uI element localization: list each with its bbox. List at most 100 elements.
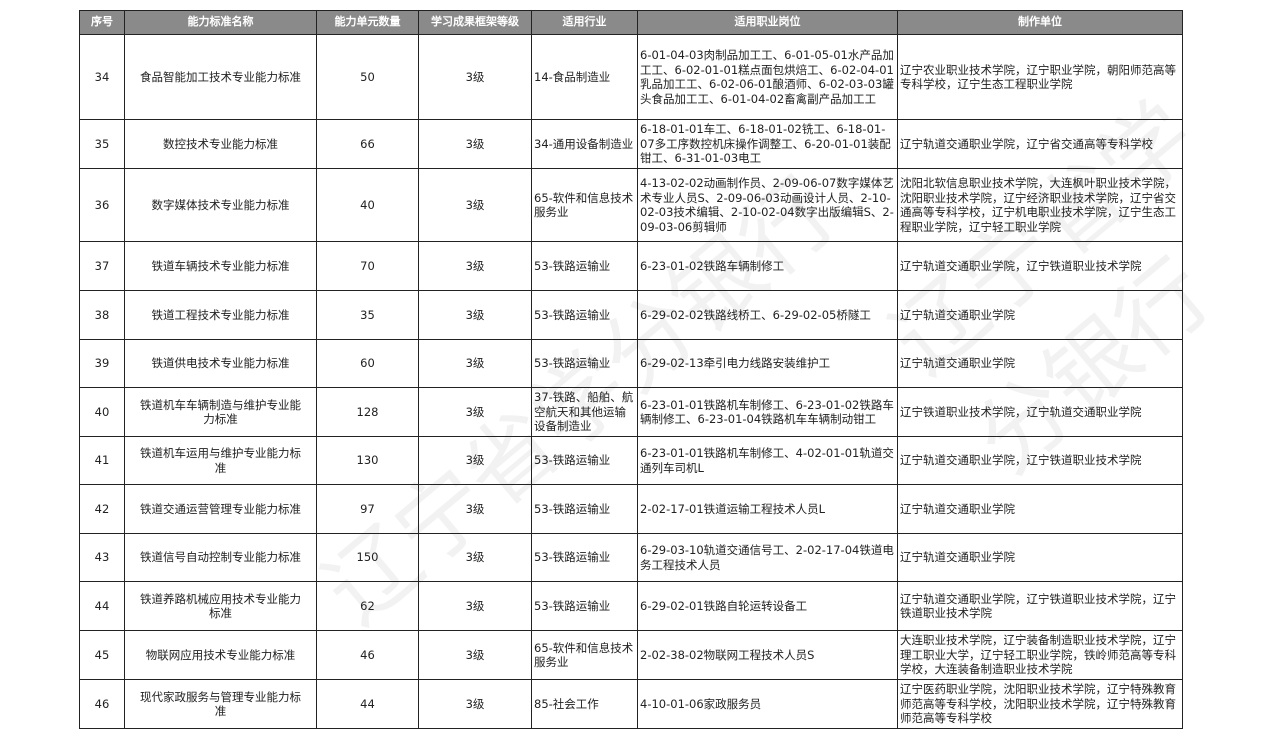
table-row: 45 物联网应用技术专业能力标准 46 3级 65-软件和信息技术服务业 2-02-38-… [79, 630, 1183, 680]
table-row: 44 铁道养路机械应用技术专业能力标准 62 3级 53-铁路运输业 6-29-02-01… [79, 581, 1183, 631]
table-row: 34 食品智能加工技术专业能力标准 50 3级 14-食品制造业 6-01-04-03肉制… [79, 34, 1183, 120]
cell-jobs: 2-02-38-02物联网工程技术人员S [637, 630, 898, 680]
cell-level: 3级 [418, 533, 532, 582]
cell-jobs: 6-23-01-01铁路机车制修工、4-02-01-01轨道交通列车司机L [637, 436, 898, 485]
cell-name: 铁道供电技术专业能力标准 [124, 339, 317, 388]
cell-org: 辽宁轨道交通职业学院，辽宁铁道职业技术学院 [897, 436, 1183, 485]
cell-units: 66 [316, 119, 419, 169]
cell-org: 辽宁轨道交通职业学院，辽宁铁道职业技术学院，辽宁铁道职业技术学院 [897, 581, 1183, 631]
table-row: 35 数控技术专业能力标准 66 3级 34-通用设备制造业 6-18-01-01车工、6… [79, 119, 1183, 169]
table-row: 42 铁道交通运营管理专业能力标准 97 3级 53-铁路运输业 2-02-17-01铁道… [79, 484, 1183, 534]
cell-org: 辽宁轨道交通职业学院 [897, 533, 1183, 582]
cell-no: 36 [79, 168, 125, 242]
cell-industry: 53-铁路运输业 [531, 339, 638, 388]
cell-org: 辽宁农业职业技术学院，辽宁职业学院，朝阳师范高等专科学校，辽宁生态工程职业学院 [897, 34, 1183, 120]
cell-org: 辽宁轨道交通职业学院，辽宁省交通高等专科学校 [897, 119, 1183, 169]
cell-industry: 37-铁路、船舶、航空航天和其他运输设备制造业 [531, 387, 638, 437]
cell-no: 34 [79, 34, 125, 120]
cell-no: 41 [79, 436, 125, 485]
cell-industry: 53-铁路运输业 [531, 436, 638, 485]
cell-org: 辽宁医药职业学院，沈阳职业技术学院，辽宁特殊教育师范高等专科学校，沈阳职业技术学… [897, 679, 1183, 729]
cell-level: 3级 [418, 34, 532, 120]
cell-name: 铁道车辆技术专业能力标准 [124, 241, 317, 291]
cell-level: 3级 [418, 339, 532, 388]
header-units: 能力单元数量 [316, 10, 419, 35]
cell-no: 40 [79, 387, 125, 437]
cell-no: 35 [79, 119, 125, 169]
cell-jobs: 6-29-02-13牵引电力线路安装维护工 [637, 339, 898, 388]
cell-industry: 53-铁路运输业 [531, 581, 638, 631]
cell-no: 44 [79, 581, 125, 631]
cell-level: 3级 [418, 241, 532, 291]
standards-table: 序号 能力标准名称 能力单元数量 学习成果框架等级 适用行业 适用职业岗位 制作… [79, 10, 1183, 729]
header-no: 序号 [79, 10, 125, 35]
cell-level: 3级 [418, 484, 532, 534]
table-row: 37 铁道车辆技术专业能力标准 70 3级 53-铁路运输业 6-23-01-02铁路车辆… [79, 241, 1183, 291]
cell-industry: 14-食品制造业 [531, 34, 638, 120]
cell-org: 辽宁轨道交通职业学院，辽宁铁道职业技术学院 [897, 241, 1183, 291]
cell-units: 60 [316, 339, 419, 388]
cell-no: 45 [79, 630, 125, 680]
cell-industry: 34-通用设备制造业 [531, 119, 638, 169]
table-header-row: 序号 能力标准名称 能力单元数量 学习成果框架等级 适用行业 适用职业岗位 制作… [79, 10, 1183, 35]
table-row: 43 铁道信号自动控制专业能力标准 150 3级 53-铁路运输业 6-29-03-10轨… [79, 533, 1183, 582]
cell-name: 铁道机车车辆制造与维护专业能力标准 [124, 387, 317, 437]
cell-units: 128 [316, 387, 419, 437]
cell-name: 铁道机车运用与维护专业能力标准 [124, 436, 317, 485]
cell-industry: 53-铁路运输业 [531, 241, 638, 291]
cell-name: 数控技术专业能力标准 [124, 119, 317, 169]
cell-jobs: 6-29-02-02铁路线桥工、6-29-02-05桥隧工 [637, 290, 898, 340]
cell-units: 62 [316, 581, 419, 631]
cell-industry: 65-软件和信息技术服务业 [531, 630, 638, 680]
cell-no: 38 [79, 290, 125, 340]
cell-level: 3级 [418, 581, 532, 631]
table-row: 39 铁道供电技术专业能力标准 60 3级 53-铁路运输业 6-29-02-13牵引电力… [79, 339, 1183, 388]
table-row: 41 铁道机车运用与维护专业能力标准 130 3级 53-铁路运输业 6-23-01-01… [79, 436, 1183, 485]
cell-units: 97 [316, 484, 419, 534]
cell-units: 35 [316, 290, 419, 340]
header-jobs: 适用职业岗位 [637, 10, 898, 35]
cell-jobs: 4-13-02-02动画制作员、2-09-06-07数字媒体艺术专业人员S、2-… [637, 168, 898, 242]
cell-no: 39 [79, 339, 125, 388]
cell-org: 辽宁轨道交通职业学院 [897, 290, 1183, 340]
cell-jobs: 2-02-17-01铁道运输工程技术人员L [637, 484, 898, 534]
cell-org: 辽宁轨道交通职业学院 [897, 484, 1183, 534]
table-row: 46 现代家政服务与管理专业能力标准 44 3级 85-社会工作 4-10-01-06家政… [79, 679, 1183, 729]
cell-units: 40 [316, 168, 419, 242]
cell-jobs: 6-23-01-01铁路机车制修工、6-23-01-02铁路车辆制修工、6-23… [637, 387, 898, 437]
cell-org: 大连职业技术学院，辽宁装备制造职业技术学院，辽宁理工职业大学，辽宁轻工职业学院，… [897, 630, 1183, 680]
cell-org: 辽宁铁道职业技术学院，辽宁轨道交通职业学院 [897, 387, 1183, 437]
cell-no: 42 [79, 484, 125, 534]
table-row: 40 铁道机车车辆制造与维护专业能力标准 128 3级 37-铁路、船舶、航空航天和其他… [79, 387, 1183, 437]
cell-level: 3级 [418, 290, 532, 340]
cell-level: 3级 [418, 119, 532, 169]
cell-industry: 65-软件和信息技术服务业 [531, 168, 638, 242]
cell-no: 46 [79, 679, 125, 729]
cell-units: 130 [316, 436, 419, 485]
header-name: 能力标准名称 [124, 10, 317, 35]
cell-name: 铁道养路机械应用技术专业能力标准 [124, 581, 317, 631]
cell-name: 铁道工程技术专业能力标准 [124, 290, 317, 340]
cell-no: 37 [79, 241, 125, 291]
table-row: 36 数字媒体技术专业能力标准 40 3级 65-软件和信息技术服务业 4-13-02-0… [79, 168, 1183, 242]
cell-level: 3级 [418, 679, 532, 729]
cell-industry: 53-铁路运输业 [531, 484, 638, 534]
table-row: 38 铁道工程技术专业能力标准 35 3级 53-铁路运输业 6-29-02-02铁路线桥… [79, 290, 1183, 340]
cell-units: 44 [316, 679, 419, 729]
cell-units: 46 [316, 630, 419, 680]
cell-level: 3级 [418, 436, 532, 485]
cell-jobs: 6-18-01-01车工、6-18-01-02铣工、6-18-01-07多工序数… [637, 119, 898, 169]
cell-name: 物联网应用技术专业能力标准 [124, 630, 317, 680]
cell-jobs: 6-01-04-03肉制品加工工、6-01-05-01水产品加工工、6-02-0… [637, 34, 898, 120]
cell-level: 3级 [418, 630, 532, 680]
cell-no: 43 [79, 533, 125, 582]
cell-name: 铁道信号自动控制专业能力标准 [124, 533, 317, 582]
cell-name: 现代家政服务与管理专业能力标准 [124, 679, 317, 729]
cell-name: 铁道交通运营管理专业能力标准 [124, 484, 317, 534]
cell-units: 70 [316, 241, 419, 291]
cell-industry: 53-铁路运输业 [531, 533, 638, 582]
cell-jobs: 6-23-01-02铁路车辆制修工 [637, 241, 898, 291]
header-level: 学习成果框架等级 [418, 10, 532, 35]
cell-jobs: 6-29-02-01铁路自轮运转设备工 [637, 581, 898, 631]
cell-jobs: 4-10-01-06家政服务员 [637, 679, 898, 729]
